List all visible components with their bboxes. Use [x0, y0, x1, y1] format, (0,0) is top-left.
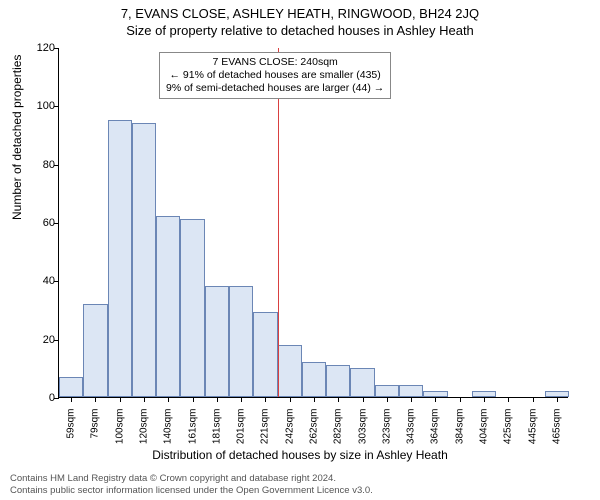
histogram-bar [229, 286, 253, 397]
x-tick-mark [193, 397, 194, 402]
y-tick-label: 120 [25, 42, 55, 54]
histogram-bar [205, 286, 229, 397]
y-tick-label: 60 [25, 217, 55, 229]
annotation-box: 7 EVANS CLOSE: 240sqm← 91% of detached h… [159, 52, 391, 99]
histogram-bar [83, 304, 107, 397]
histogram-bar [180, 219, 204, 397]
histogram-bar [253, 312, 277, 397]
plot-area: 02040608010012059sqm79sqm100sqm120sqm140… [58, 48, 568, 398]
x-tick-mark [95, 397, 96, 402]
x-tick-mark [411, 397, 412, 402]
y-tick-mark [54, 106, 59, 107]
x-tick-mark [435, 397, 436, 402]
chart-title-main: 7, EVANS CLOSE, ASHLEY HEATH, RINGWOOD, … [0, 0, 600, 21]
y-tick-mark [54, 281, 59, 282]
x-tick-mark [71, 397, 72, 402]
histogram-bar [375, 385, 399, 397]
y-tick-label: 100 [25, 100, 55, 112]
y-axis-label: Number of detached properties [10, 55, 24, 220]
y-tick-label: 0 [25, 392, 55, 404]
x-tick-mark [508, 397, 509, 402]
x-tick-mark [144, 397, 145, 402]
x-tick-mark [265, 397, 266, 402]
footer-line-1: Contains HM Land Registry data © Crown c… [10, 473, 373, 484]
annotation-line-3: 9% of semi-detached houses are larger (4… [166, 82, 384, 95]
y-tick-mark [54, 48, 59, 49]
chart-area: 02040608010012059sqm79sqm100sqm120sqm140… [58, 48, 568, 398]
x-axis-label: Distribution of detached houses by size … [0, 448, 600, 462]
x-tick-mark [168, 397, 169, 402]
x-tick-mark [290, 397, 291, 402]
y-tick-mark [54, 340, 59, 341]
annotation-line-2: ← 91% of detached houses are smaller (43… [166, 69, 384, 82]
histogram-bar [350, 368, 374, 397]
x-tick-mark [241, 397, 242, 402]
x-tick-mark [387, 397, 388, 402]
x-tick-mark [217, 397, 218, 402]
histogram-bar [302, 362, 326, 397]
x-tick-mark [460, 397, 461, 402]
histogram-bar [278, 345, 302, 398]
footer-attribution: Contains HM Land Registry data © Crown c… [10, 473, 373, 496]
chart-title-sub: Size of property relative to detached ho… [0, 21, 600, 38]
histogram-bar [108, 120, 132, 397]
y-tick-label: 40 [25, 275, 55, 287]
y-tick-mark [54, 223, 59, 224]
histogram-bar [156, 216, 180, 397]
x-tick-mark [363, 397, 364, 402]
histogram-bar [132, 123, 156, 397]
histogram-bar [399, 385, 423, 397]
x-tick-mark [484, 397, 485, 402]
x-tick-mark [338, 397, 339, 402]
annotation-line-1: 7 EVANS CLOSE: 240sqm [166, 56, 384, 69]
histogram-bar [59, 377, 83, 397]
y-tick-mark [54, 398, 59, 399]
marker-line [278, 48, 279, 397]
x-tick-mark [557, 397, 558, 402]
footer-line-2: Contains public sector information licen… [10, 485, 373, 496]
y-tick-mark [54, 165, 59, 166]
x-tick-mark [120, 397, 121, 402]
x-tick-mark [314, 397, 315, 402]
histogram-bar [326, 365, 350, 397]
y-tick-label: 80 [25, 159, 55, 171]
y-tick-label: 20 [25, 334, 55, 346]
x-tick-mark [533, 397, 534, 402]
